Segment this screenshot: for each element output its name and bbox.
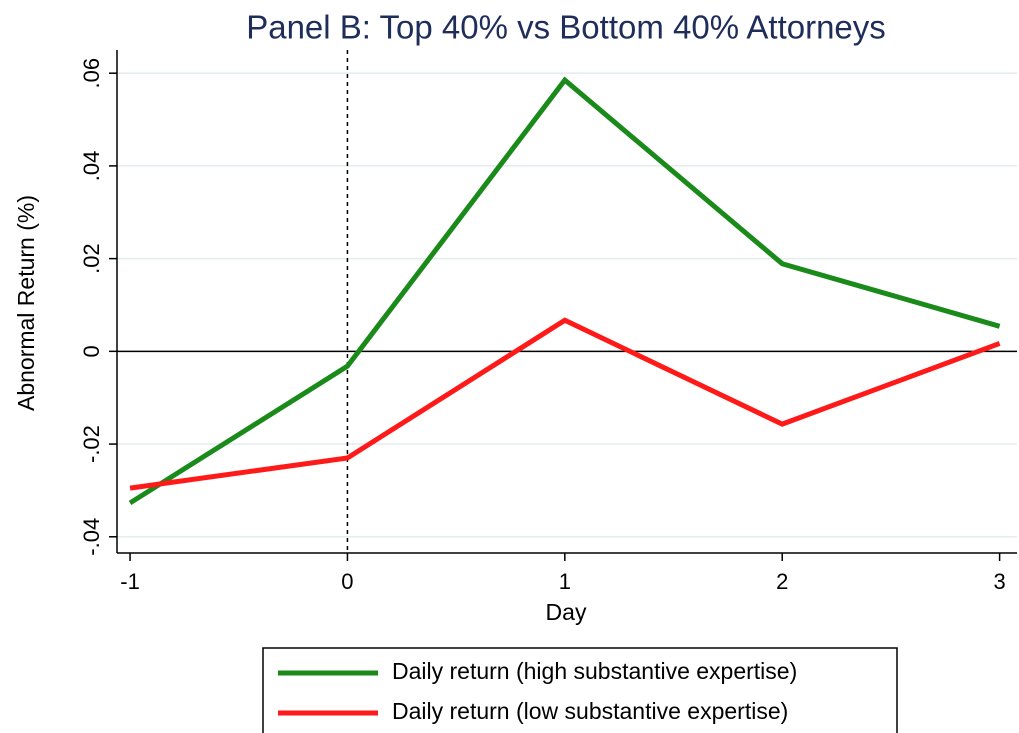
legend-label: Daily return (high substantive expertise…: [392, 658, 797, 684]
y-tick-label: .02: [79, 243, 104, 274]
x-tick-label: 3: [993, 569, 1005, 594]
y-axis-title: Abnormal Return (%): [13, 195, 39, 411]
x-tick-label: 1: [559, 569, 571, 594]
series-line: [128, 76, 1001, 506]
y-tick-label: .04: [79, 151, 104, 182]
y-tick-label: 0: [79, 345, 104, 357]
x-tick-label: -1: [120, 569, 140, 594]
legend-label: Daily return (low substantive expertise): [392, 698, 788, 724]
x-tick-label: 2: [776, 569, 788, 594]
series-line: [129, 317, 1001, 491]
x-tick-label: 0: [341, 569, 353, 594]
y-tick-label: .06: [79, 58, 104, 89]
y-tick-label: -.04: [79, 518, 104, 556]
x-axis-title: Day: [546, 599, 587, 625]
legend-box: [262, 647, 898, 733]
chart-title: Panel B: Top 40% vs Bottom 40% Attorneys: [246, 9, 886, 46]
y-tick-label: -.02: [79, 425, 104, 463]
